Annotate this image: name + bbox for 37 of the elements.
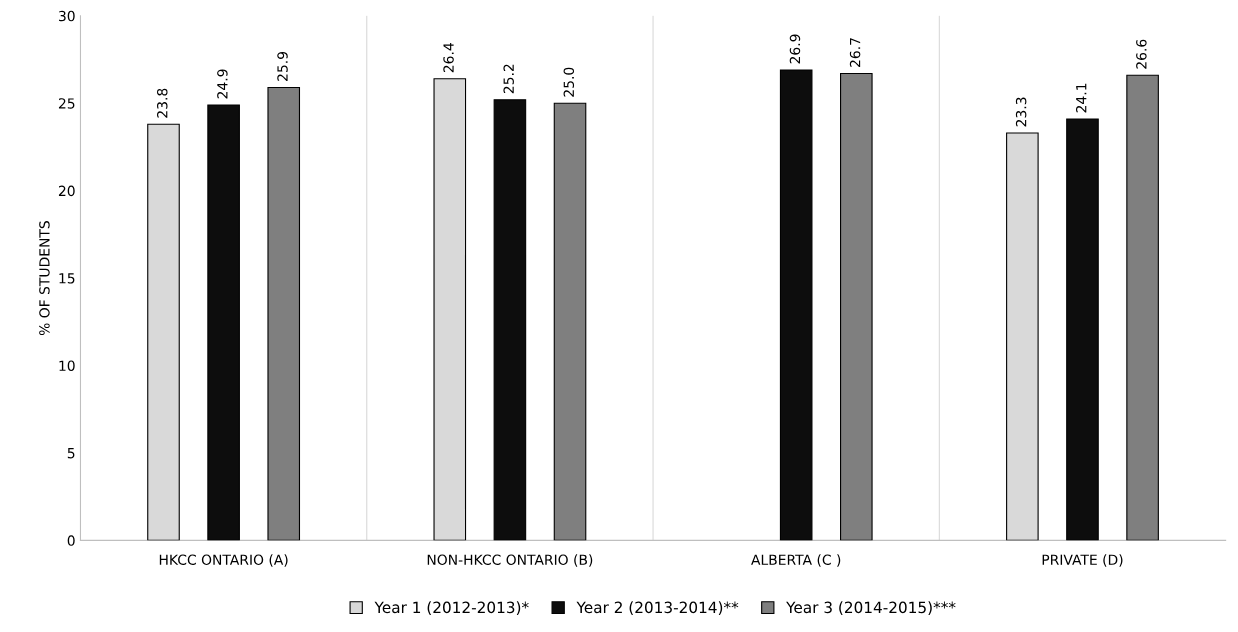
legend-label: Year 1 (2012-2013)* <box>374 601 529 615</box>
y-tick-label: 5 <box>67 448 75 459</box>
bar <box>1006 132 1039 541</box>
bar <box>147 123 180 541</box>
bar <box>1126 74 1159 541</box>
y-tick-label: 10 <box>59 360 75 371</box>
legend-label: Year 3 (2014-2015)*** <box>786 601 956 615</box>
data-label: 25.0 <box>563 67 575 97</box>
y-tick-label: 30 <box>58 10 75 22</box>
data-label: 25.2 <box>503 64 514 94</box>
bar <box>779 69 813 541</box>
data-label: 23.8 <box>157 88 168 118</box>
x-tick-label: HKCC ONTARIO (A) <box>159 554 288 567</box>
data-label: 24.9 <box>217 69 228 99</box>
y-tick-label: 15 <box>59 273 75 284</box>
data-label: 26.4 <box>443 43 454 73</box>
data-label: 26.9 <box>789 34 801 64</box>
bar <box>553 102 587 541</box>
data-label: 26.7 <box>849 38 861 67</box>
bar <box>207 104 240 541</box>
y-tick-label: 20 <box>58 185 75 197</box>
data-label: 25.9 <box>277 51 288 81</box>
y-tick-label: 25 <box>58 98 75 109</box>
y-tick-label: 0 <box>67 535 75 546</box>
bar <box>267 86 301 541</box>
bar <box>1066 118 1099 541</box>
bar <box>493 99 527 541</box>
x-tick-label: PRIVATE (D) <box>1042 554 1123 567</box>
data-label: 23.3 <box>1015 97 1027 127</box>
y-axis-title: % OF STUDENTS <box>39 221 50 336</box>
data-label: 26.6 <box>1136 39 1147 69</box>
x-tick-label: ALBERTA (C ) <box>751 554 841 567</box>
bar <box>840 72 873 541</box>
data-label: 24.1 <box>1076 83 1087 113</box>
legend-label: Year 2 (2013-2014)** <box>576 601 739 615</box>
x-tick-label: NON-HKCC ONTARIO (B) <box>427 554 593 567</box>
bar <box>433 78 467 541</box>
